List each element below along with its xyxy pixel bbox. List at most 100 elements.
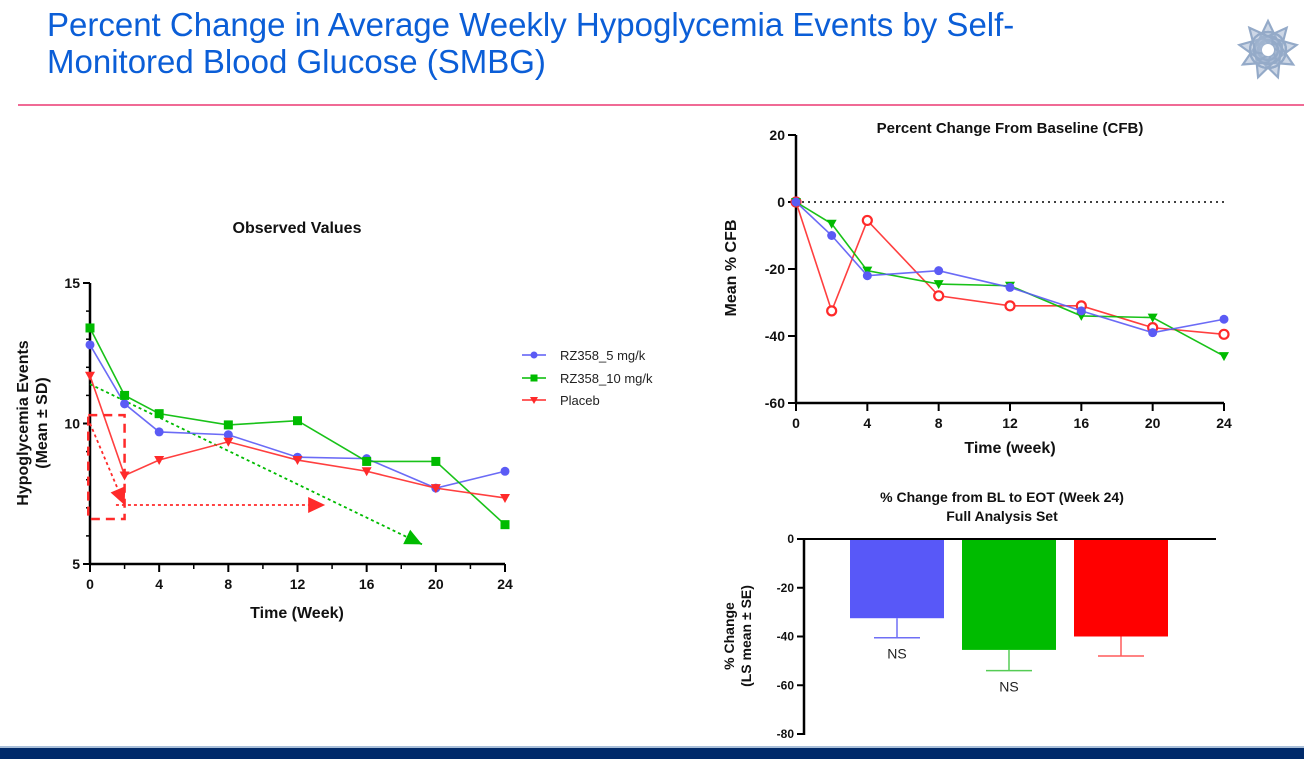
data-point-triangle <box>119 471 130 481</box>
x-tick-label: 20 <box>1145 415 1161 431</box>
y-tick-label: -60 <box>765 395 785 411</box>
triangle-down-marker-icon <box>530 397 538 404</box>
data-point-triangle <box>430 484 441 494</box>
data-point-circle <box>154 427 164 437</box>
data-point-square <box>223 420 233 430</box>
data-point-triangle <box>862 266 873 276</box>
data-point-triangle <box>292 456 303 466</box>
data-point-circle <box>791 197 801 207</box>
eot-chart-title-line-2: Full Analysis Set <box>946 508 1058 524</box>
legend-label: RZ358_10 mg/k <box>560 371 653 386</box>
data-point-triangle <box>500 493 510 503</box>
x-tick-label: 0 <box>86 576 94 592</box>
x-tick-label: 16 <box>1074 415 1090 431</box>
data-point-open-circle <box>861 214 873 227</box>
y-tick-label: -40 <box>765 328 785 344</box>
legend-item-placebo: Placeb <box>522 393 600 408</box>
series-line-2 <box>85 371 510 503</box>
x-tick-label: 12 <box>290 576 306 592</box>
arrowhead-icon <box>308 496 326 513</box>
data-point-open-circle <box>826 305 838 317</box>
y-tick-label: 0 <box>787 532 794 546</box>
y-tick-label: -60 <box>777 678 795 692</box>
data-point-circle <box>1076 306 1086 316</box>
cfb-series-rz358-10-mg-k <box>791 198 1229 362</box>
data-point-open-circle <box>1218 328 1230 340</box>
cfb-chart-title: Percent Change From Baseline (CFB) <box>877 120 1144 137</box>
legend-label: Placeb <box>560 393 600 408</box>
x-tick-label: 24 <box>1216 415 1232 431</box>
data-point-triangle <box>223 437 234 447</box>
observed-values-chart: Observed Values 5 10 15 0 4 8 12 16 20 24 Time (W… <box>15 220 653 622</box>
y-tick-label: 15 <box>64 275 80 291</box>
x-tick-label: 4 <box>863 415 871 431</box>
bar <box>850 539 944 619</box>
eot-y-axis-label-line-2: (LS mean ± SE) <box>738 585 754 687</box>
y-tick-label: 10 <box>64 416 80 432</box>
star-flower-logo-icon <box>1236 18 1300 80</box>
y-tick-label: 5 <box>72 556 80 572</box>
legend-label: RZ358_5 mg/k <box>560 348 646 363</box>
bar-group-1: NS <box>962 539 1056 695</box>
x-tick-label: 12 <box>1002 415 1018 431</box>
y-tick-label: 0 <box>777 194 785 210</box>
series-path <box>89 375 506 499</box>
data-point-square <box>431 456 441 466</box>
eot-chart-title-line-1: % Change from BL to EOT (Week 24) <box>880 489 1124 505</box>
bar-group-0: NS <box>850 539 944 662</box>
cfb-y-axis-label: Mean % CFB <box>723 220 740 317</box>
significance-label: NS <box>887 646 906 662</box>
significance-label: NS <box>999 679 1018 695</box>
data-point-square <box>362 456 372 466</box>
square-marker-icon <box>530 374 538 382</box>
data-point-circle <box>1219 314 1229 324</box>
data-point-circle <box>120 399 130 409</box>
data-point-square <box>154 409 164 419</box>
cfb-chart: Percent Change From Baseline (CFB) -60 -4… <box>723 120 1232 457</box>
series-path <box>89 344 506 489</box>
highlight-dashed-box <box>87 413 126 521</box>
y-tick-label: 20 <box>769 127 785 143</box>
data-point-triangle <box>85 371 95 381</box>
arrowhead-icon <box>110 486 126 505</box>
data-point-square <box>500 520 510 530</box>
data-point-square <box>293 416 302 426</box>
data-point-circle <box>85 340 95 350</box>
data-point-triangle <box>1147 313 1158 323</box>
series-path <box>795 201 1225 357</box>
trend-arrow-line <box>89 383 423 546</box>
data-point-triangle <box>361 467 372 477</box>
x-tick-label: 0 <box>792 415 800 431</box>
x-tick-label: 24 <box>497 576 513 592</box>
bar <box>1074 539 1168 637</box>
cfb-x-axis-label: Time (week) <box>964 440 1055 457</box>
observed-chart-title: Observed Values <box>233 220 362 237</box>
observed-x-axis-label: Time (Week) <box>250 605 344 622</box>
arrowhead-icon <box>403 529 422 545</box>
x-tick-label: 8 <box>935 415 943 431</box>
slide-title: Percent Change in Average Weekly Hypogly… <box>47 6 1217 80</box>
series-path <box>795 201 1225 334</box>
cfb-series-rz358-5-mg-k <box>791 197 1229 338</box>
slide-title-line-1: Percent Change in Average Weekly Hypogly… <box>47 6 1015 43</box>
circle-marker-icon <box>530 351 538 359</box>
series-line-0 <box>85 340 510 493</box>
data-point-circle <box>500 466 510 476</box>
legend-item-rz358-5: RZ358_5 mg/k <box>522 348 646 363</box>
observed-legend: RZ358_5 mg/k RZ358_10 mg/k Placeb <box>522 348 653 408</box>
x-tick-label: 20 <box>428 576 444 592</box>
data-point-triangle <box>826 219 837 229</box>
data-point-square <box>85 323 95 333</box>
data-point-circle <box>1148 328 1158 338</box>
data-point-triangle <box>154 456 165 466</box>
data-point-triangle <box>933 280 944 290</box>
footer-bar <box>0 746 1304 759</box>
y-tick-label: -20 <box>765 261 785 277</box>
eot-y-axis-label-line-1: % Change <box>721 602 737 670</box>
bar <box>962 539 1056 650</box>
data-point-triangle <box>1219 352 1229 362</box>
data-point-circle <box>934 266 944 276</box>
y-tick-label: -40 <box>777 630 795 644</box>
data-point-circle <box>862 271 872 281</box>
